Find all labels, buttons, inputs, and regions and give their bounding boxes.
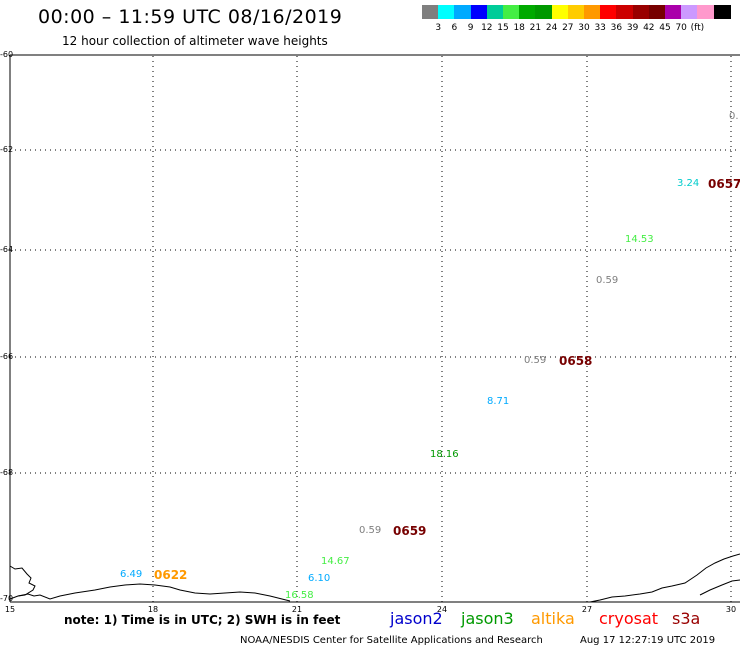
wave-height-value: 3.24 <box>677 178 700 189</box>
color-scale-label: 6 <box>451 23 458 33</box>
wave-height-value: 16.58 <box>285 590 314 601</box>
color-swatch <box>600 5 618 19</box>
color-swatch <box>665 5 682 19</box>
lat-label: -62 <box>0 145 14 154</box>
pass-time-label: 0658 <box>559 354 593 368</box>
lon-label: 18 <box>147 605 159 614</box>
lat-label: -60 <box>0 50 14 59</box>
wave-height-value: 6.49 <box>120 569 143 580</box>
color-swatch <box>519 5 537 19</box>
satellite-name: cryosat <box>599 609 659 628</box>
color-swatch <box>713 5 731 19</box>
color-swatch <box>648 5 666 19</box>
color-swatch <box>567 5 585 19</box>
color-swatch <box>632 5 650 19</box>
color-scale-label: 21 <box>529 23 542 33</box>
wave-height-value: 14.67 <box>321 556 350 567</box>
wave-height-value: 0.59 <box>359 525 382 536</box>
wave-height-value: 6.10 <box>308 573 331 584</box>
lat-label: -68 <box>0 468 14 477</box>
wave-height-value: 0.59 <box>524 355 547 366</box>
color-scale-label: 3 <box>435 23 442 33</box>
color-swatch <box>535 5 553 19</box>
coastline <box>9 583 291 602</box>
color-scale-label: 33 <box>594 23 606 33</box>
satellite-name: altika <box>531 609 575 628</box>
satellite-name: s3a <box>672 609 701 628</box>
lat-label: -66 <box>0 352 14 361</box>
pass-time-label: 0659 <box>393 524 427 538</box>
color-scale-label: 24 <box>545 23 558 33</box>
color-swatch <box>681 5 699 19</box>
pass-time-label: 0622 <box>154 568 188 582</box>
satellite-name: jason2 <box>390 609 443 628</box>
color-swatch <box>616 5 634 19</box>
wave-height-value: 0.59 <box>596 275 619 286</box>
pass-time-label: 0657 <box>708 177 740 191</box>
color-scale-label: (ft) <box>690 23 705 33</box>
lon-label: 24 <box>436 605 448 614</box>
color-scale-label: 9 <box>467 23 474 33</box>
map-subtitle: 12 hour collection of altimeter wave hei… <box>62 34 328 48</box>
coastline-east <box>589 553 740 603</box>
color-scale-label: 12 <box>481 23 493 33</box>
color-scale-label: 42 <box>643 23 655 33</box>
color-scale-label: 27 <box>562 23 574 33</box>
color-scale-label: 18 <box>513 23 525 33</box>
color-swatch <box>486 5 504 19</box>
lon-label: 27 <box>581 605 593 614</box>
color-swatch <box>470 5 488 19</box>
coastline-east-lower <box>699 579 740 596</box>
color-scale-label: 45 <box>659 23 671 33</box>
lon-label: 21 <box>291 605 303 614</box>
wave-height-value: 8.71 <box>487 396 510 407</box>
wave-height-value: 18.16 <box>430 449 459 460</box>
color-scale-label: 70 <box>675 23 687 33</box>
generated-timestamp: Aug 17 12:27:19 UTC 2019 <box>580 635 716 646</box>
color-scale-label: 36 <box>610 23 623 33</box>
color-scale-label: 39 <box>626 23 639 33</box>
wave-height-value: 0. <box>729 111 739 122</box>
color-swatch <box>697 5 715 19</box>
lon-label: 15 <box>4 605 16 614</box>
wave-height-value: 14.53 <box>625 234 654 245</box>
coastline-west-inlet <box>9 565 36 597</box>
map-title: 00:00 – 11:59 UTC 08/16/2019 <box>38 6 343 28</box>
color-swatch <box>438 5 456 19</box>
lat-label: -64 <box>0 245 14 254</box>
satellite-name: jason3 <box>461 609 514 628</box>
color-scale-label: 30 <box>578 23 590 33</box>
credit-line: NOAA/NESDIS Center for Satellite Applica… <box>240 635 543 646</box>
color-swatch <box>551 5 569 19</box>
lon-label: 30 <box>725 605 737 614</box>
color-swatch <box>584 5 601 19</box>
footnote: note: 1) Time is in UTC; 2) SWH is in fe… <box>64 613 341 627</box>
color-swatch <box>454 5 472 19</box>
color-scale-label: 15 <box>497 23 509 33</box>
lat-label: -70 <box>0 594 14 603</box>
color-swatch <box>503 5 520 19</box>
graticule <box>10 56 740 602</box>
color-swatch <box>422 5 439 19</box>
